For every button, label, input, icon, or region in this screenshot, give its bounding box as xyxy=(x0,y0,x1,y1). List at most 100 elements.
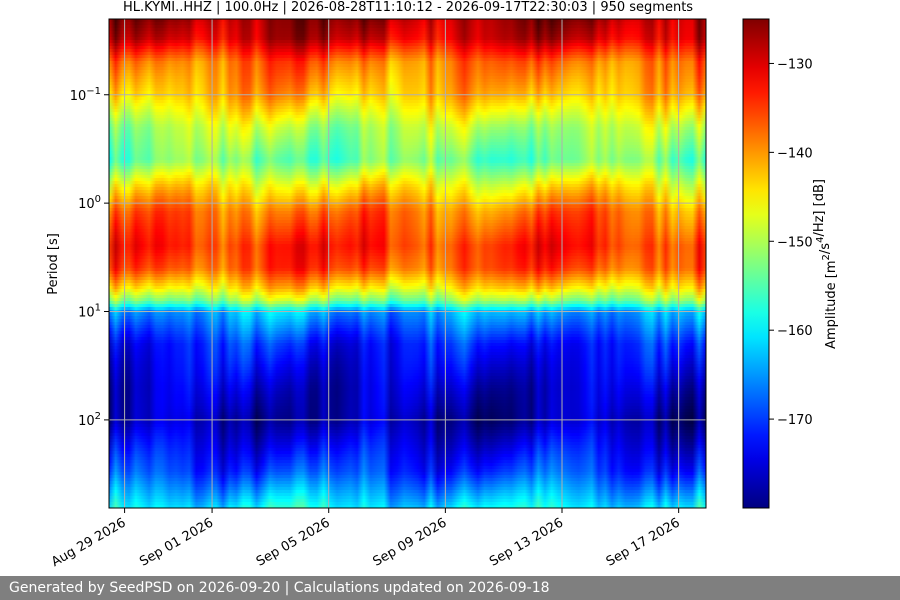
heatmap-row xyxy=(109,253,706,256)
heatmap-row xyxy=(109,250,706,253)
heatmap-row xyxy=(109,187,706,190)
heatmap-row xyxy=(109,484,706,487)
heatmap-row xyxy=(109,307,706,310)
heatmap-row xyxy=(109,337,706,340)
heatmap-row xyxy=(109,445,706,448)
heatmap-row xyxy=(109,481,706,484)
heatmap-row xyxy=(109,235,706,238)
heatmap-row xyxy=(109,448,706,451)
heatmap-row xyxy=(109,442,706,445)
colorbar-ticks: −130 −140 −150 −160 −170 xyxy=(769,57,813,428)
heatmap-row xyxy=(109,163,706,166)
heatmap-row xyxy=(109,79,706,82)
heatmap-row xyxy=(109,244,706,247)
heatmap-row xyxy=(109,439,706,442)
psd-spectrogram-chart: HL.KYMI..HHZ | 100.0Hz | 2026-08-28T11:1… xyxy=(46,0,839,570)
heatmap-row xyxy=(109,139,706,142)
heatmap-row xyxy=(109,385,706,388)
colorbar-label: Amplitude [m2/s4/Hz] [dB] xyxy=(812,179,839,349)
heatmap-row xyxy=(109,172,706,175)
plot-frame xyxy=(108,18,707,509)
heatmap-row xyxy=(109,478,706,481)
heatmap-row xyxy=(109,22,706,25)
heatmap-row xyxy=(109,463,706,466)
heatmap-row xyxy=(109,229,706,232)
heatmap-row xyxy=(109,232,706,235)
heatmap-row xyxy=(109,94,706,97)
heatmap-row xyxy=(109,265,706,268)
heatmap-row xyxy=(109,49,706,52)
heatmap-row xyxy=(109,136,706,139)
heatmap-row xyxy=(109,340,706,343)
heatmap-row xyxy=(109,241,706,244)
x-axis: Aug 29 2026 Sep 01 2026 Sep 05 2026 Sep 09 … xyxy=(49,508,683,570)
heatmap-row xyxy=(109,352,706,355)
heatmap-row xyxy=(109,181,706,184)
heatmap-row xyxy=(109,325,706,328)
heatmap-row xyxy=(109,295,706,298)
heatmap-row xyxy=(109,355,706,358)
heatmap-row xyxy=(109,472,706,475)
heatmap-row xyxy=(109,334,706,337)
heatmap-row xyxy=(109,40,706,43)
heatmap-row xyxy=(109,457,706,460)
heatmap-row xyxy=(109,505,706,508)
heatmap-row xyxy=(109,313,706,316)
heatmap-row xyxy=(109,205,706,208)
heatmap-row xyxy=(109,412,706,415)
heatmap-row xyxy=(109,421,706,424)
heatmap-row xyxy=(109,451,706,454)
heatmap-row xyxy=(109,100,706,103)
heatmap-row xyxy=(109,415,706,418)
heatmap-row xyxy=(109,343,706,346)
heatmap-row xyxy=(109,133,706,136)
heatmap-row xyxy=(109,82,706,85)
heatmap-row xyxy=(109,130,706,133)
heatmap-row xyxy=(109,397,706,400)
heatmap-row xyxy=(109,157,706,160)
heatmap-row xyxy=(109,274,706,277)
heatmap-row xyxy=(109,466,706,469)
heatmap-row xyxy=(109,292,706,295)
chart-title: HL.KYMI..HHZ | 100.0Hz | 2026-08-28T11:1… xyxy=(123,0,693,15)
heatmap-row xyxy=(109,76,706,79)
heatmap-row xyxy=(109,115,706,118)
heatmap-row xyxy=(109,259,706,262)
heatmap-row xyxy=(109,85,706,88)
heatmap-row xyxy=(109,208,706,211)
heatmap-row xyxy=(109,124,706,127)
heatmap-row xyxy=(109,370,706,373)
colorbar-tick-label: −150 xyxy=(777,235,813,250)
heatmap-row xyxy=(109,493,706,496)
heatmap-row xyxy=(109,43,706,46)
heatmap-row xyxy=(109,502,706,505)
heatmap-row xyxy=(109,268,706,271)
heatmap-row xyxy=(109,184,706,187)
heatmap-row xyxy=(109,178,706,181)
y-tick-label: 10−1 xyxy=(70,86,101,104)
heatmap-row xyxy=(109,298,706,301)
heatmap-row xyxy=(109,67,706,70)
heatmap-row xyxy=(109,190,706,193)
heatmap-row xyxy=(109,496,706,499)
x-tick-label: Sep 09 2026 xyxy=(371,515,450,569)
heatmap-row xyxy=(109,376,706,379)
heatmap-row xyxy=(109,388,706,391)
footer-bar: Generated by SeedPSD on 2026-09-20 | Cal… xyxy=(0,576,900,600)
heatmap-row xyxy=(109,283,706,286)
heatmap-row xyxy=(109,34,706,37)
heatmap-row xyxy=(109,199,706,202)
heatmap-row xyxy=(109,424,706,427)
y-tick-label: 100 xyxy=(78,194,101,212)
heatmap-row xyxy=(109,151,706,154)
heatmap-row xyxy=(109,256,706,259)
heatmap-row xyxy=(109,322,706,325)
heatmap-row xyxy=(109,55,706,58)
heatmap-row xyxy=(109,304,706,307)
colorbar xyxy=(742,18,770,509)
heatmap-row xyxy=(109,70,706,73)
colorbar-tick-label: −160 xyxy=(777,324,813,339)
heatmap-row xyxy=(109,217,706,220)
heatmap-row xyxy=(109,112,706,115)
x-tick-label: Sep 05 2026 xyxy=(254,515,333,569)
